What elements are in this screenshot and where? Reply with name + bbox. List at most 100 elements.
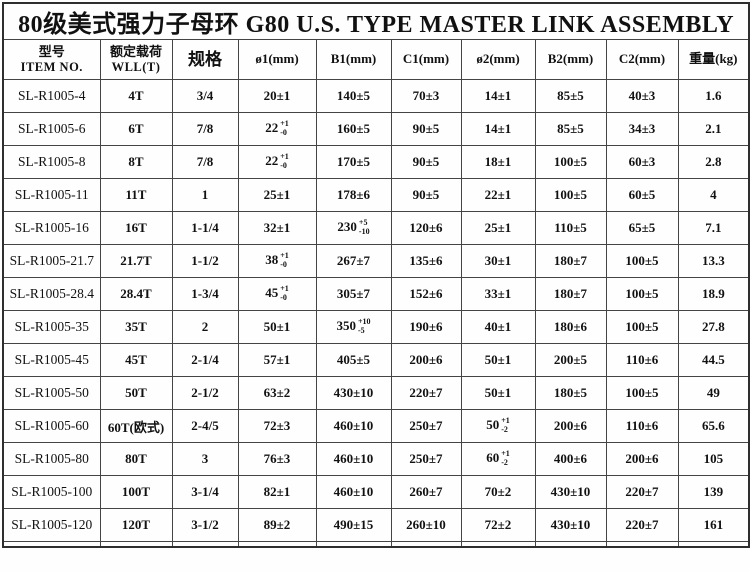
table-cell: 44.5 <box>677 343 750 377</box>
table-cell: 120T <box>99 508 173 542</box>
partial-row <box>2 541 750 547</box>
table-cell: 50±1 <box>460 343 536 377</box>
tolerance-stack: +1 -0 <box>280 152 289 171</box>
tolerance-stack: +1 -0 <box>280 284 289 303</box>
table-cell: 250±7 <box>390 409 462 443</box>
header-row: 型号 ITEM NO. 额定载荷 WLL(T) 规格 ø1(mm) B1(mm) C1(mm)… <box>2 39 750 80</box>
table-cell: 49 <box>677 376 750 410</box>
table-cell: 72±3 <box>237 409 317 443</box>
table-cell: 4T <box>99 79 173 113</box>
table-cell <box>534 541 607 547</box>
table-row: SL-R1005-4 4T 3/4 20±1 140±5 70±3 14±1 85±5 40±3… <box>2 79 750 113</box>
table-cell <box>2 541 101 547</box>
table-cell: SL-R1005-80 <box>2 442 101 476</box>
table-cell: 220±7 <box>390 376 462 410</box>
table-cell: SL-R1005-50 <box>2 376 101 410</box>
table-cell: 135±6 <box>390 244 462 278</box>
table-cell: SL-R1005-28.4 <box>2 277 101 311</box>
table-cell: 25±1 <box>460 211 536 245</box>
table-cell: 7/8 <box>171 145 239 179</box>
column-header-8: B2(mm) <box>534 39 607 80</box>
table-cell: 178±6 <box>315 178 392 212</box>
table-cell: 190±6 <box>390 310 462 344</box>
table-cell: SL-R1005-8 <box>2 145 101 179</box>
table-cell: SL-R1005-16 <box>2 211 101 245</box>
table-cell: SL-R1005-120 <box>2 508 101 542</box>
table-cell: 161 <box>677 508 750 542</box>
column-header-9: C2(mm) <box>605 39 679 80</box>
table-cell <box>677 541 750 547</box>
column-header-2: 额定载荷 WLL(T) <box>99 39 173 80</box>
table-cell: 100T <box>99 475 173 509</box>
table-row: SL-R1005-6 6T 7/8 22 +1 -0 160±5 90±5 14±1 85±5 34… <box>2 112 750 146</box>
table-cell: 3-1/2 <box>171 508 239 542</box>
table-cell: 27.8 <box>677 310 750 344</box>
table-cell: 2-1/4 <box>171 343 239 377</box>
table-cell: 220±7 <box>605 475 679 509</box>
table-cell: 260±7 <box>390 475 462 509</box>
table-cell: 50 +1 -2 <box>460 409 536 443</box>
table-cell: 1-3/4 <box>171 277 239 311</box>
table-cell: 40±1 <box>460 310 536 344</box>
table-cell: 13.3 <box>677 244 750 278</box>
table-cell: 460±10 <box>315 475 392 509</box>
table-cell: 2.1 <box>677 112 750 146</box>
table-cell: 60±5 <box>605 178 679 212</box>
table-cell: 16T <box>99 211 173 245</box>
table-cell: 22 +1 -0 <box>237 112 317 146</box>
table-cell: 28.4T <box>99 277 173 311</box>
table-cell: 2.8 <box>677 145 750 179</box>
table-cell: 3/4 <box>171 79 239 113</box>
column-header-6: C1(mm) <box>390 39 462 80</box>
table-cell: 180±7 <box>534 277 607 311</box>
table-row: SL-R1005-28.4 28.4T 1-3/4 45 +1 -0 305±7 152±6 3… <box>2 277 750 311</box>
table-cell: 57±1 <box>237 343 317 377</box>
table-cell: 40±3 <box>605 79 679 113</box>
table-cell: 460±10 <box>315 442 392 476</box>
table-cell: 1.6 <box>677 79 750 113</box>
table-cell: 72±2 <box>460 508 536 542</box>
table-cell: 2-4/5 <box>171 409 239 443</box>
table-cell: SL-R1005-60 <box>2 409 101 443</box>
column-header-1: 型号 ITEM NO. <box>2 39 101 80</box>
table-cell: SL-R1005-11 <box>2 178 101 212</box>
table-row: SL-R1005-8 8T 7/8 22 +1 -0 170±5 90±5 18±1 100±5 6… <box>2 145 750 179</box>
table-cell: 460±10 <box>315 409 392 443</box>
table-cell: 110±5 <box>534 211 607 245</box>
table-cell: 14±1 <box>460 112 536 146</box>
column-header-10: 重量(kg) <box>677 39 750 80</box>
table-cell: SL-R1005-4 <box>2 79 101 113</box>
table-cell: 400±6 <box>534 442 607 476</box>
table-cell: 32±1 <box>237 211 317 245</box>
table-cell: 220±7 <box>605 508 679 542</box>
table-cell: 490±15 <box>315 508 392 542</box>
table-cell: 82±1 <box>237 475 317 509</box>
table-cell: 76±3 <box>237 442 317 476</box>
table-cell: 11T <box>99 178 173 212</box>
table-row: SL-R1005-21.7 21.7T 1-1/2 38 +1 -0 267±7 135±6 3… <box>2 244 750 278</box>
table-cell <box>390 541 462 547</box>
table-cell: 30±1 <box>460 244 536 278</box>
table-cell: 267±7 <box>315 244 392 278</box>
table-cell: SL-R1005-45 <box>2 343 101 377</box>
table-cell: 14±1 <box>460 79 536 113</box>
table-cell: 350 +10 -5 <box>315 310 392 344</box>
table-cell: SL-R1005-21.7 <box>2 244 101 278</box>
table-cell: 22 +1 -0 <box>237 145 317 179</box>
table-cell: 100±5 <box>605 244 679 278</box>
table-cell: 160±5 <box>315 112 392 146</box>
table-cell: 305±7 <box>315 277 392 311</box>
table-cell: 89±2 <box>237 508 317 542</box>
table-cell: 50±1 <box>237 310 317 344</box>
table-cell: 110±6 <box>605 343 679 377</box>
table-row: SL-R1005-60 60T(欧式) 2-4/5 72±3 460±10 250±7 50… <box>2 409 750 443</box>
tolerance-stack: +10 -5 <box>357 317 371 336</box>
table-cell: 21.7T <box>99 244 173 278</box>
table-cell: 63±2 <box>237 376 317 410</box>
table-cell: 60±3 <box>605 145 679 179</box>
table-cell: 200±6 <box>534 409 607 443</box>
table-cell: 430±10 <box>315 376 392 410</box>
table-cell: 430±10 <box>534 508 607 542</box>
table-row: SL-R1005-100 100T 3-1/4 82±1 460±10 260±7 70±2… <box>2 475 750 509</box>
